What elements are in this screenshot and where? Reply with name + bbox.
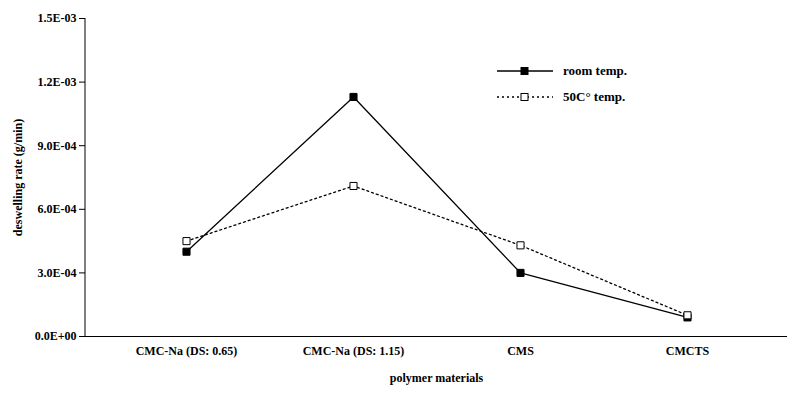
svg-text:1.2E-03: 1.2E-03 [38, 75, 77, 89]
svg-text:6.0E-04: 6.0E-04 [38, 202, 77, 216]
svg-text:CMS: CMS [507, 344, 534, 358]
svg-text:CMCTS: CMCTS [666, 344, 710, 358]
svg-text:0.0E+00: 0.0E+00 [35, 329, 77, 343]
svg-text:deswelling rate (g/min): deswelling rate (g/min) [11, 119, 25, 236]
html-text:room temp.: room temp. [563, 63, 627, 78]
svg-text:3.0E-04: 3.0E-04 [38, 266, 77, 280]
svg-text:polymer materials: polymer materials [390, 371, 484, 385]
svg-text:CMC-Na (DS: 0.65): CMC-Na (DS: 0.65) [136, 344, 238, 358]
svg-text:1.5E-03: 1.5E-03 [38, 11, 77, 25]
svg-text:CMC-Na (DS: 1.15): CMC-Na (DS: 1.15) [303, 344, 405, 358]
svg-text:9.0E-04: 9.0E-04 [38, 139, 77, 153]
html-text:50C° temp.: 50C° temp. [563, 89, 626, 104]
